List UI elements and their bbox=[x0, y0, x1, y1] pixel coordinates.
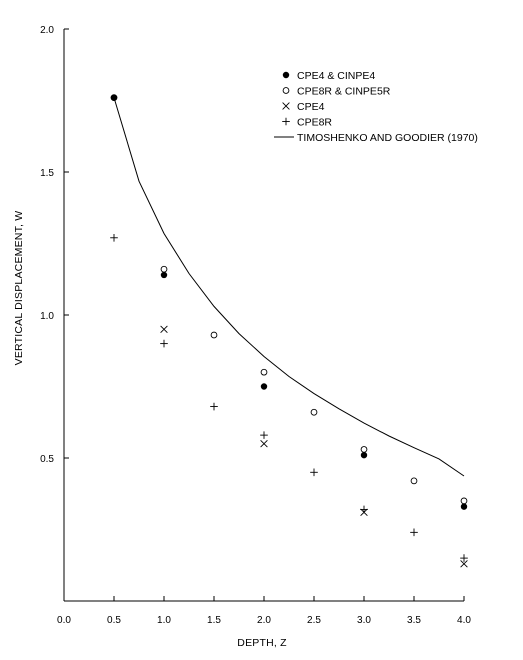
legend-label-0: CPE4 & CINPE4 bbox=[297, 70, 375, 82]
y-tick-label: 1.0 bbox=[40, 311, 54, 322]
x-tick-label: 1.5 bbox=[207, 615, 221, 626]
legend-label-4: TIMOSHENKO AND GOODIER (1970) bbox=[297, 132, 478, 144]
y-axis-label: VERTICAL DISPLACEMENT, W bbox=[13, 211, 25, 366]
series-1-point bbox=[160, 265, 168, 273]
series-3-point bbox=[310, 468, 318, 477]
series-3-point bbox=[260, 431, 268, 439]
series-0-point bbox=[360, 451, 368, 459]
series-1-point bbox=[360, 446, 368, 453]
y-ticks: 0.5 1.0 1.5 2.0 bbox=[40, 25, 69, 465]
y-tick-label: 2.0 bbox=[40, 25, 54, 36]
series-1-point bbox=[110, 94, 118, 101]
series-0-point bbox=[160, 271, 168, 279]
x-ticks: 0.0 0.5 1.0 1.5 2.0 2.5 3.0 3.5 4.0 bbox=[57, 596, 471, 626]
x-tick-label: 4.0 bbox=[457, 615, 471, 626]
series-1-point bbox=[460, 497, 468, 505]
series-3-point bbox=[210, 402, 218, 411]
series-1-point bbox=[410, 477, 418, 485]
x-tick-label: 1.0 bbox=[157, 615, 171, 626]
series-2-point bbox=[260, 439, 268, 448]
theory-curve bbox=[113, 97, 465, 477]
axes bbox=[63, 29, 464, 602]
x-tick-label: 0.5 bbox=[107, 615, 121, 626]
series-3-point bbox=[160, 339, 168, 348]
x-tick-label: 2.0 bbox=[257, 615, 271, 626]
series-1-point bbox=[210, 331, 218, 339]
data-points bbox=[110, 94, 468, 568]
series-1-point bbox=[260, 368, 268, 376]
legend-marker-1 bbox=[282, 87, 290, 94]
x-tick-label: 3.5 bbox=[407, 615, 421, 626]
legend-label-2: CPE4 bbox=[297, 101, 325, 113]
legend-label-3: CPE8R bbox=[297, 117, 332, 129]
x-axis-label: DEPTH, Z bbox=[237, 637, 287, 649]
series-1-point bbox=[310, 408, 318, 416]
series-4-curve bbox=[113, 97, 465, 477]
series-2-point bbox=[160, 325, 168, 334]
series-3-point bbox=[360, 505, 368, 514]
legend-marker-2 bbox=[282, 102, 290, 110]
legend-marker-3 bbox=[282, 117, 290, 126]
y-tick-label: 1.5 bbox=[40, 168, 54, 179]
legend-label-1: CPE8R & CINPE5R bbox=[297, 86, 391, 98]
legend: CPE4 & CINPE4 CPE8R & CINPE5R CPE4 CPE8R TIM… bbox=[274, 70, 478, 144]
series-2-point bbox=[460, 560, 468, 568]
x-tick-label: 3.0 bbox=[357, 615, 371, 626]
y-tick-label: 0.5 bbox=[40, 454, 54, 465]
x-tick-label: 2.5 bbox=[307, 615, 321, 626]
legend-marker-0 bbox=[282, 71, 290, 79]
series-3-point bbox=[110, 233, 118, 242]
series-0-point bbox=[460, 503, 468, 510]
x-tick-label: 0.0 bbox=[57, 615, 71, 626]
series-3-point bbox=[460, 554, 468, 562]
series-3-point bbox=[410, 528, 418, 537]
series-0-point bbox=[260, 383, 268, 390]
